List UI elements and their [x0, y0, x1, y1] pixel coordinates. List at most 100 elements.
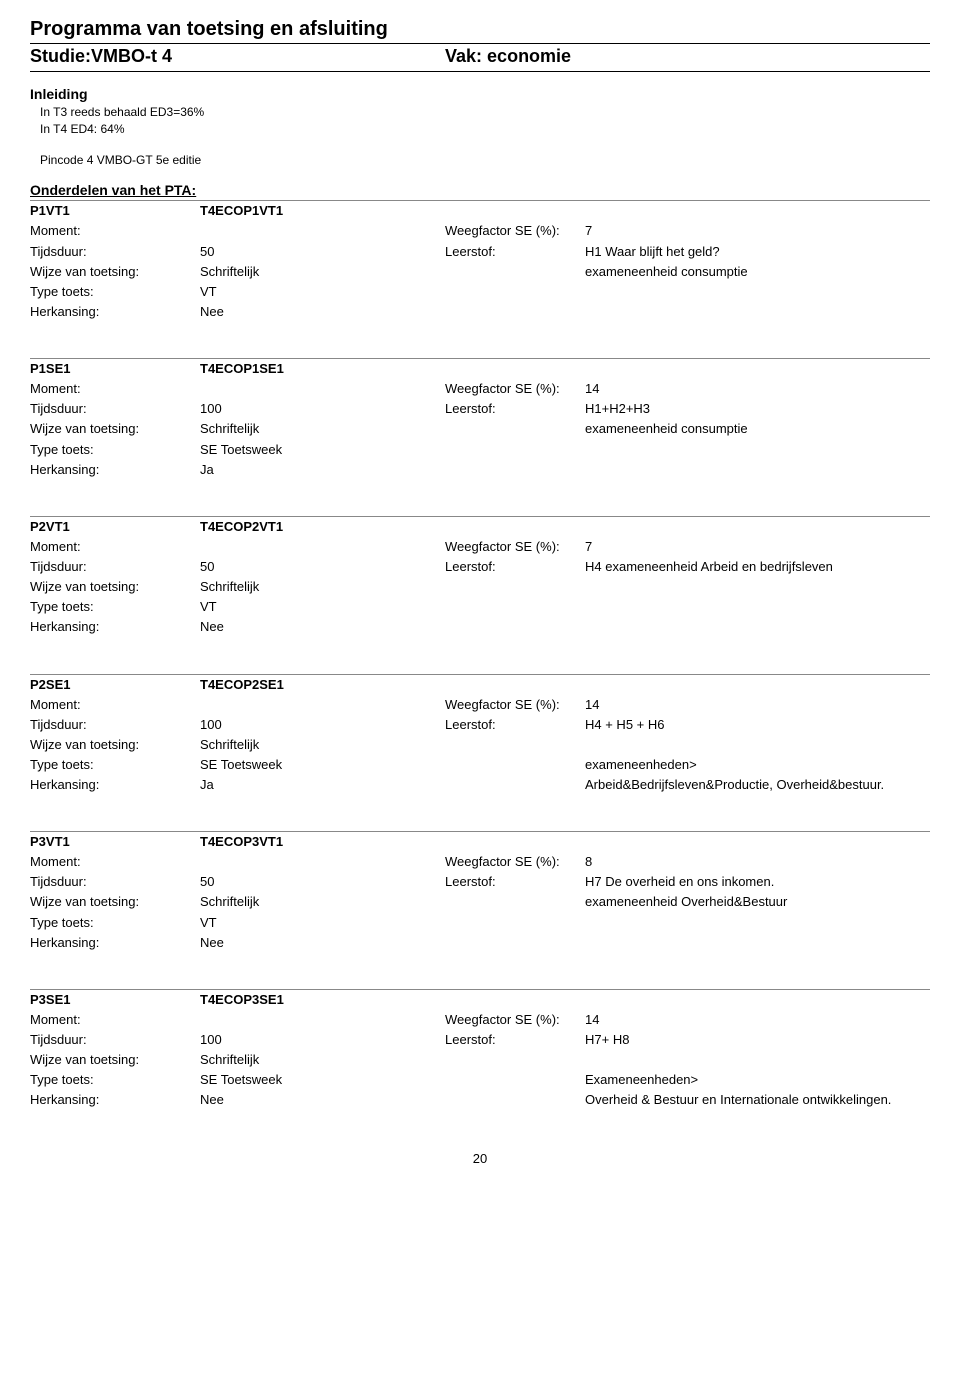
weegfactor-label: Weegfactor SE (%):	[445, 1010, 585, 1030]
herkansing-label: Herkansing:	[30, 1090, 200, 1110]
leerstof-extra	[585, 617, 930, 637]
spacer	[445, 775, 585, 795]
herkansing-value: Nee	[200, 302, 445, 322]
leerstof-extra: Arbeid&Bedrijfsleven&Productie, Overheid…	[585, 775, 930, 795]
pta-code1: P3VT1	[30, 834, 200, 849]
type-value: SE Toetsweek	[200, 1070, 445, 1090]
type-label: Type toets:	[30, 440, 200, 460]
pta-code2: T4ECOP3VT1	[200, 834, 283, 849]
leerstof-value: H4 + H5 + H6	[585, 715, 930, 735]
spacer	[445, 282, 585, 302]
weegfactor-label: Weegfactor SE (%):	[445, 537, 585, 557]
leerstof-value: H7+ H8	[585, 1030, 930, 1050]
wijze-label: Wijze van toetsing:	[30, 577, 200, 597]
moment-label: Moment:	[30, 221, 200, 241]
intro-section: Inleiding In T3 reeds behaald ED3=36%In …	[30, 86, 930, 138]
type-label: Type toets:	[30, 913, 200, 933]
leerstof-value: H1+H2+H3	[585, 399, 930, 419]
pta-code1: P3SE1	[30, 992, 200, 1007]
tijdsduur-label: Tijdsduur:	[30, 715, 200, 735]
pta-item: P3VT1T4ECOP3VT1Moment:Weegfactor SE (%):…	[30, 831, 930, 953]
leerstof-value: H4 exameneenheid Arbeid en bedrijfsleven	[585, 557, 930, 577]
moment-label: Moment:	[30, 379, 200, 399]
weegfactor-value: 7	[585, 221, 930, 241]
leerstof-extra	[585, 577, 930, 597]
leerstof-extra	[585, 460, 930, 480]
leerstof-extra: Exameneenheden>	[585, 1070, 930, 1090]
pta-code2: T4ECOP2VT1	[200, 519, 283, 534]
type-label: Type toets:	[30, 282, 200, 302]
tijdsduur-label: Tijdsduur:	[30, 242, 200, 262]
weegfactor-label: Weegfactor SE (%):	[445, 695, 585, 715]
wijze-label: Wijze van toetsing:	[30, 735, 200, 755]
spacer	[445, 419, 585, 439]
tijdsduur-value: 50	[200, 872, 445, 892]
herkansing-label: Herkansing:	[30, 933, 200, 953]
spacer	[445, 1050, 585, 1070]
moment-value	[200, 221, 445, 241]
tijdsduur-value: 50	[200, 557, 445, 577]
wijze-label: Wijze van toetsing:	[30, 419, 200, 439]
spacer	[445, 597, 585, 617]
leerstof-extra	[585, 735, 930, 755]
wijze-value: Schriftelijk	[200, 577, 445, 597]
type-value: VT	[200, 597, 445, 617]
weegfactor-value: 14	[585, 695, 930, 715]
type-value: SE Toetsweek	[200, 755, 445, 775]
pta-code2: T4ECOP1SE1	[200, 361, 284, 376]
herkansing-value: Nee	[200, 617, 445, 637]
spacer	[445, 460, 585, 480]
leerstof-extra: Overheid & Bestuur en Internationale ont…	[585, 1090, 930, 1110]
pta-item: P3SE1T4ECOP3SE1Moment: Weegfactor SE (%):…	[30, 989, 930, 1111]
spacer	[445, 1070, 585, 1090]
leerstof-label: Leerstof:	[445, 557, 585, 577]
type-label: Type toets:	[30, 755, 200, 775]
herkansing-value: Nee	[200, 933, 445, 953]
herkansing-value: Ja	[200, 775, 445, 795]
spacer	[445, 892, 585, 912]
pta-code1: P1VT1	[30, 203, 200, 218]
weegfactor-value: 8	[585, 852, 930, 872]
intro-extra: Pincode 4 VMBO-GT 5e editie	[40, 152, 930, 169]
wijze-label: Wijze van toetsing:	[30, 892, 200, 912]
type-label: Type toets:	[30, 1070, 200, 1090]
vak-value: economie	[487, 46, 571, 66]
vak-label: Vak:	[445, 46, 482, 66]
pta-code1: P1SE1	[30, 361, 200, 376]
wijze-label: Wijze van toetsing:	[30, 262, 200, 282]
spacer	[445, 1090, 585, 1110]
type-label: Type toets:	[30, 597, 200, 617]
herkansing-value: Nee	[200, 1090, 445, 1110]
spacer	[445, 440, 585, 460]
onderdelen-heading: Onderdelen van het PTA:	[30, 182, 930, 198]
leerstof-label: Leerstof:	[445, 715, 585, 735]
herkansing-value: Ja	[200, 460, 445, 480]
moment-label: Moment:	[30, 1010, 200, 1030]
tijdsduur-value: 100	[200, 715, 445, 735]
leerstof-value: H1 Waar blijft het geld?	[585, 242, 930, 262]
wijze-value: Schriftelijk	[200, 262, 445, 282]
pta-item: P2VT1T4ECOP2VT1Moment:Weegfactor SE (%):…	[30, 516, 930, 638]
pta-item: P1SE1T4ECOP1SE1Moment:Weegfactor SE (%):…	[30, 358, 930, 480]
leerstof-extra: exameneenheid consumptie	[585, 419, 930, 439]
pta-item: P2SE1T4ECOP2SE1Moment:Weegfactor SE (%):…	[30, 674, 930, 796]
moment-value	[200, 695, 445, 715]
spacer	[445, 617, 585, 637]
herkansing-label: Herkansing:	[30, 617, 200, 637]
tijdsduur-label: Tijdsduur:	[30, 1030, 200, 1050]
studie-label: Studie:	[30, 46, 91, 66]
leerstof-label: Leerstof:	[445, 872, 585, 892]
pta-code1: P2SE1	[30, 677, 200, 692]
moment-value	[200, 852, 445, 872]
tijdsduur-value: 100	[200, 1030, 445, 1050]
pta-code2: T4ECOP3SE1	[200, 992, 284, 1007]
moment-value	[200, 379, 445, 399]
herkansing-label: Herkansing:	[30, 775, 200, 795]
spacer	[445, 933, 585, 953]
moment-label: Moment:	[30, 695, 200, 715]
leerstof-extra	[585, 597, 930, 617]
wijze-value: Schriftelijk	[200, 419, 445, 439]
spacer	[445, 302, 585, 322]
leerstof-extra: exameneenheden>	[585, 755, 930, 775]
weegfactor-value: 7	[585, 537, 930, 557]
